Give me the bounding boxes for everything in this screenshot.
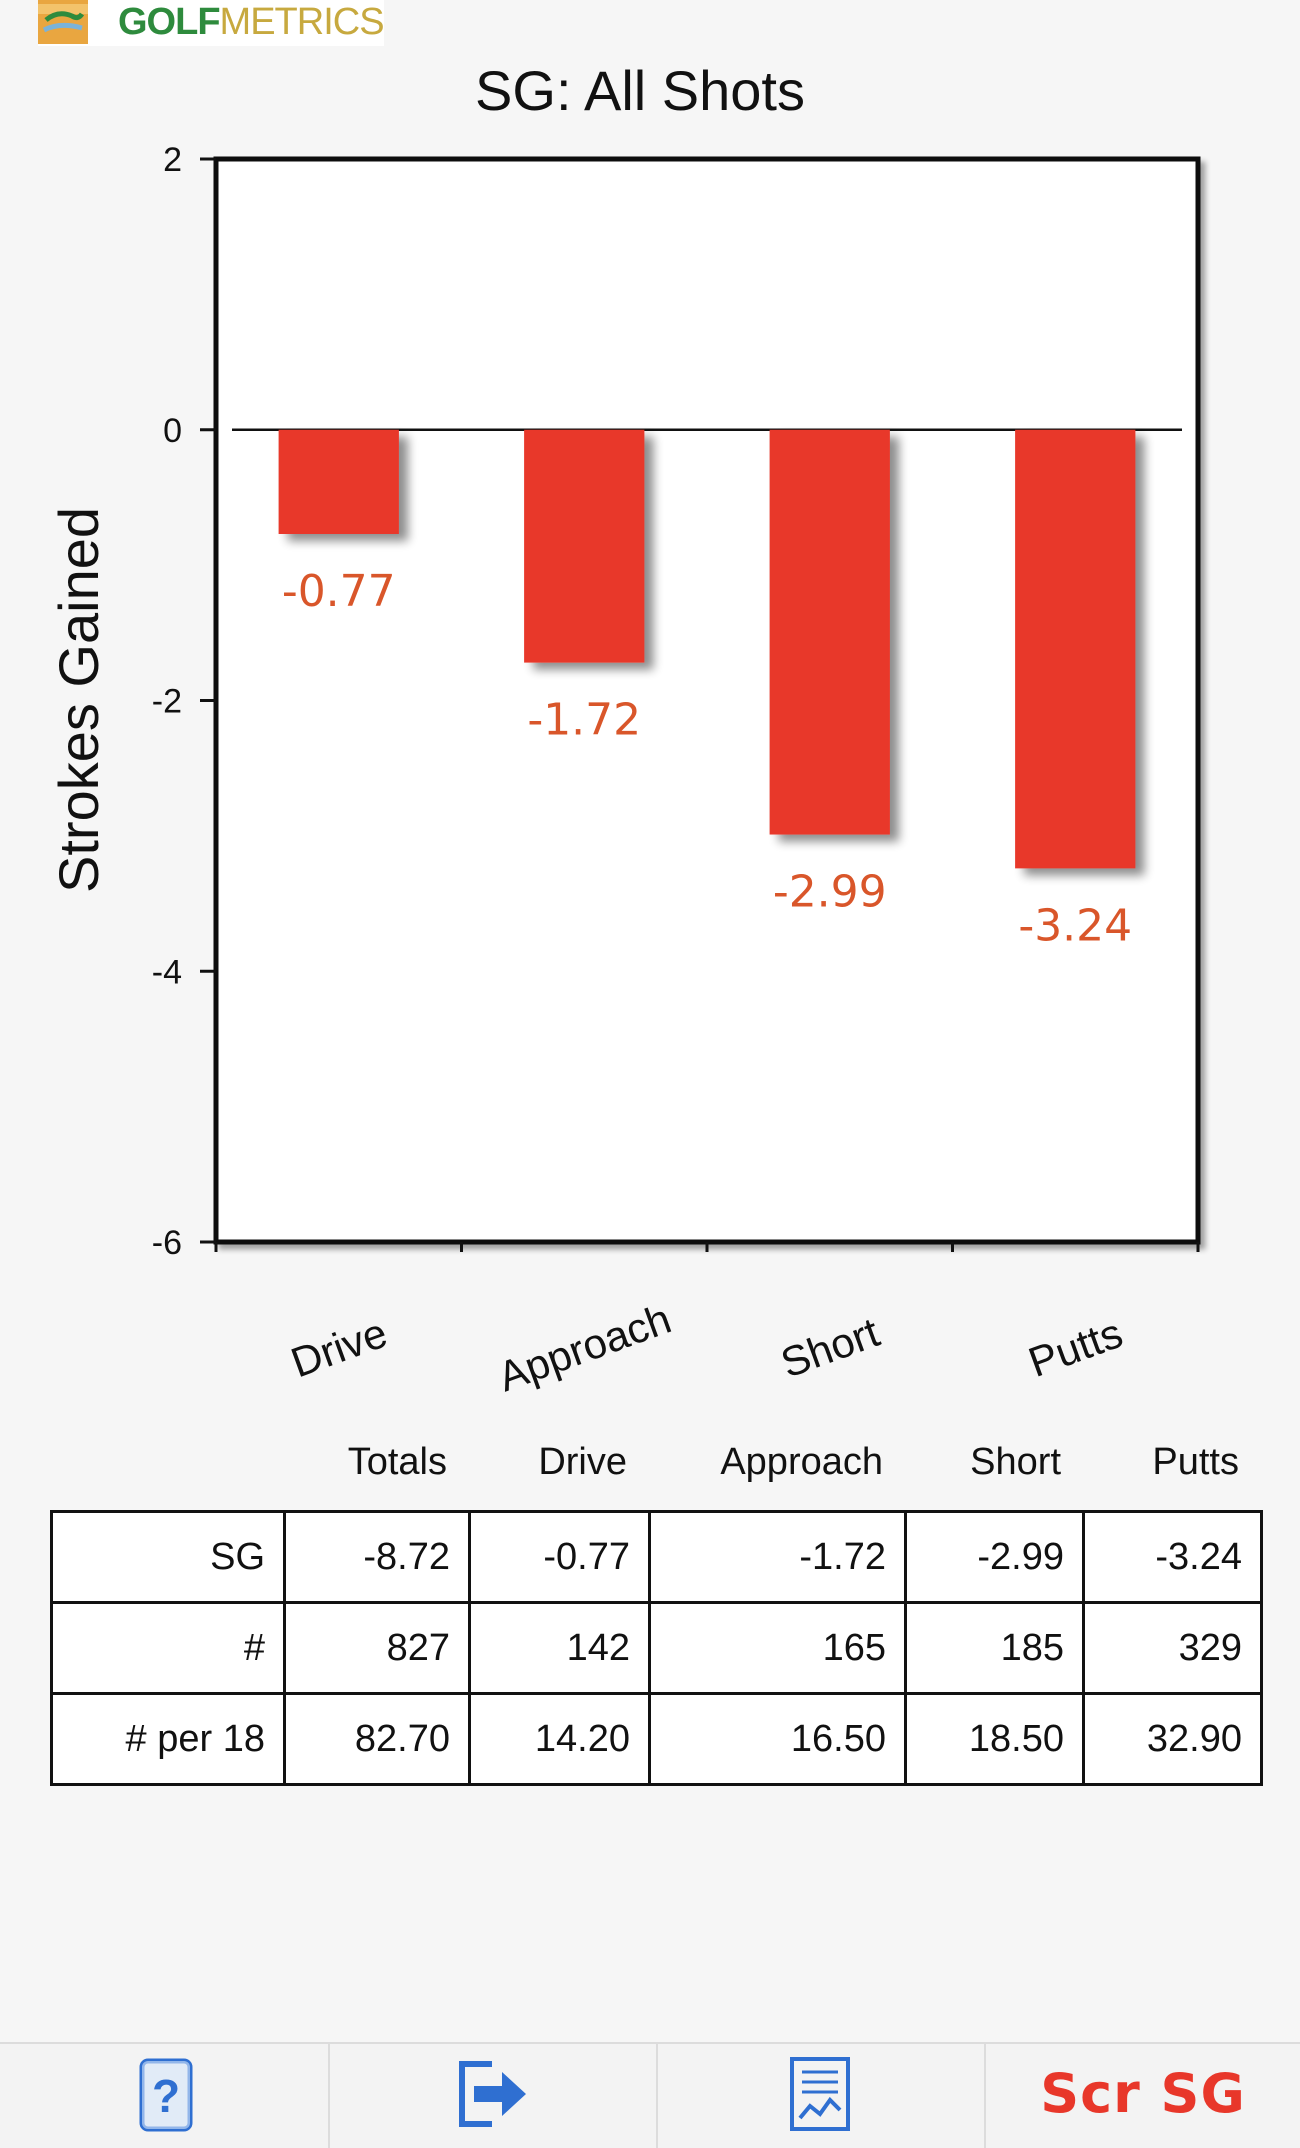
column-header-short: Short	[970, 1441, 1061, 1483]
y-axis: 2 0 -2 -4 -6	[152, 141, 216, 1262]
export-icon	[459, 2061, 526, 2127]
bar-drive	[278, 429, 399, 534]
logo-wordmark: GOLFMETRICS	[118, 0, 385, 44]
table-cell: -0.77	[468, 1510, 651, 1604]
table-row: # per 18 82.70 14.20 16.50 18.50 32.90	[50, 1692, 1263, 1786]
report-button[interactable]	[658, 2044, 986, 2148]
bottom-toolbar: ? Scr SG	[0, 2042, 1300, 2148]
table-cell: 18.50	[904, 1692, 1085, 1786]
y-tick-label: -2	[152, 683, 182, 721]
table-cell: 165	[648, 1601, 907, 1695]
report-chart-icon	[790, 2057, 850, 2131]
svg-text:?: ?	[152, 2070, 180, 2122]
scr-sg-label: Scr SG	[1040, 2062, 1246, 2125]
export-button[interactable]	[330, 2044, 658, 2148]
column-header-putts: Putts	[1152, 1441, 1239, 1483]
table-cell: 32.90	[1082, 1692, 1263, 1786]
x-axis	[214, 1242, 1200, 1252]
column-header-approach: Approach	[720, 1441, 883, 1483]
x-category-label: Approach	[492, 1295, 677, 1401]
stats-table: SG -8.72 -0.77 -1.72 -2.99 -3.24 #827 142 165 185…	[50, 1510, 1263, 1786]
y-tick-label: 0	[163, 412, 182, 450]
table-cell: 827	[283, 1601, 471, 1695]
logo-golf-text: GOLF	[118, 1, 221, 43]
table-cell: 14.20	[468, 1692, 651, 1786]
stats-column-headers: Totals Drive Approach Short Putts	[0, 1432, 1300, 1492]
table-cell: 16.50	[648, 1692, 907, 1786]
table-row: SG -8.72 -0.77 -1.72 -2.99 -3.24	[50, 1510, 1263, 1604]
table-row: #827 142 165 185 329	[50, 1601, 1263, 1695]
table-cell: -1.72	[648, 1510, 907, 1604]
row-label: #	[50, 1601, 286, 1695]
y-axis-label: Strokes Gained	[47, 507, 110, 893]
scr-sg-button[interactable]: Scr SG	[986, 2044, 1300, 2148]
app-logo: GOLFMETRICS	[38, 0, 385, 46]
x-category-label: Putts	[1022, 1309, 1128, 1386]
help-phone-icon: ?	[139, 2058, 193, 2132]
data-label: -1.72	[527, 695, 641, 746]
bar-short	[769, 429, 890, 835]
y-tick-label: -6	[152, 1224, 182, 1262]
bar-putts	[1015, 429, 1136, 869]
x-category-label: Short	[775, 1308, 886, 1387]
chart-title: SG: All Shots	[475, 59, 805, 122]
table-cell: 185	[904, 1601, 1085, 1695]
strokes-gained-chart: 2 0 -2 -4 -6 -0.77 Drive -1.72 Approach -2.99 Sho…	[47, 141, 1201, 1401]
help-button[interactable]: ?	[0, 2044, 330, 2148]
table-cell: 329	[1082, 1601, 1263, 1695]
table-cell: 142	[468, 1601, 651, 1695]
row-label: SG	[50, 1510, 286, 1604]
data-label: -2.99	[773, 867, 887, 918]
table-cell: -2.99	[904, 1510, 1085, 1604]
bar-approach	[524, 429, 645, 663]
y-tick-label: -4	[152, 953, 182, 991]
data-label: -0.77	[282, 566, 396, 617]
table-cell: -3.24	[1082, 1510, 1263, 1604]
x-category-label: Drive	[285, 1309, 393, 1387]
data-label: -3.24	[1018, 900, 1132, 951]
table-cell: -8.72	[283, 1510, 471, 1604]
row-label: # per 18	[50, 1692, 286, 1786]
column-header-totals: Totals	[347, 1441, 447, 1483]
column-header-drive: Drive	[538, 1441, 627, 1483]
y-tick-label: 2	[163, 141, 182, 179]
table-cell: 82.70	[283, 1692, 471, 1786]
golf-logo-icon	[38, 0, 88, 44]
logo-metrics-text: METRICS	[219, 1, 385, 43]
